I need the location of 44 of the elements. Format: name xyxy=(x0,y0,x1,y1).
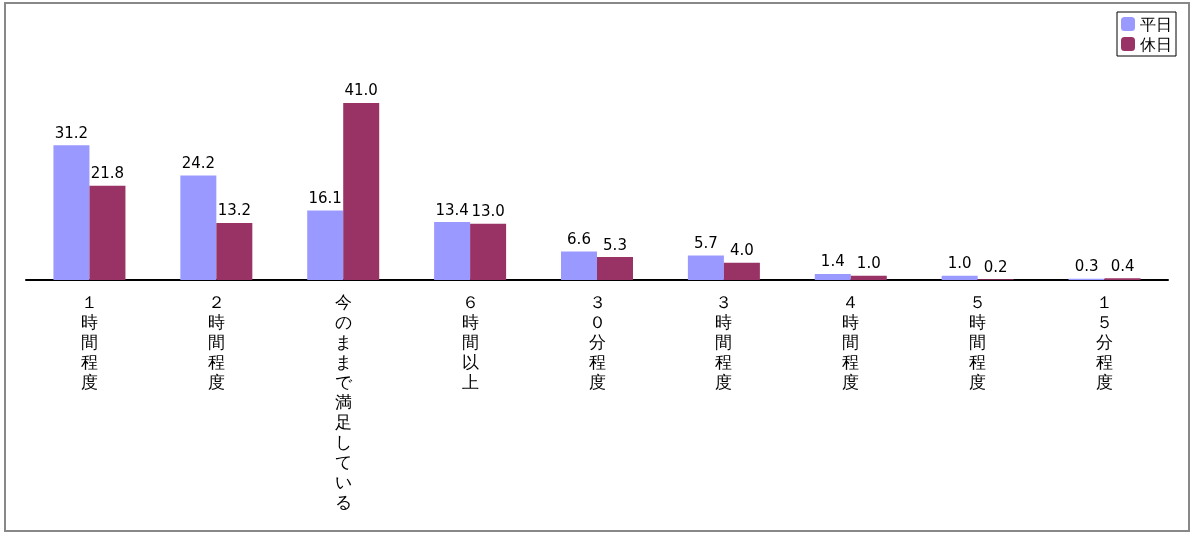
data-label: 4.0 xyxy=(729,241,754,260)
bar xyxy=(850,275,887,280)
bar xyxy=(687,255,724,280)
x-tick-label: ３０分程度 xyxy=(588,292,606,392)
data-label: 24.2 xyxy=(181,153,216,172)
data-label: 0.4 xyxy=(1110,256,1135,275)
category-label: 今のままで満足している xyxy=(334,292,352,512)
data-label: 5.3 xyxy=(603,235,627,254)
x-tick-label: ２時間程度 xyxy=(207,292,225,392)
x-tick-label: ３時間程度 xyxy=(715,292,733,392)
data-label: 0.3 xyxy=(1074,257,1099,276)
legend-label: 休日 xyxy=(1140,34,1172,54)
bar xyxy=(307,210,344,280)
data-label: 0.2 xyxy=(983,257,1008,276)
data-label: 1.0 xyxy=(947,254,972,273)
data-label: 13.0 xyxy=(471,202,505,221)
bar xyxy=(180,175,217,280)
bar xyxy=(561,251,597,280)
bar xyxy=(434,222,471,280)
data-label: 31.2 xyxy=(54,123,89,142)
x-tick-label: １時間程度 xyxy=(80,292,98,392)
bar xyxy=(89,185,126,280)
x-tick-label: ５時間程度 xyxy=(969,292,987,392)
data-label: 1.0 xyxy=(856,254,881,273)
x-tick-label: １５分程度 xyxy=(1096,292,1114,392)
data-label: 16.1 xyxy=(308,188,342,207)
bar xyxy=(216,222,253,280)
bar xyxy=(53,145,90,280)
data-label: 21.8 xyxy=(90,164,125,183)
data-label: 6.6 xyxy=(567,229,591,248)
bar xyxy=(814,273,851,280)
data-label: 41.0 xyxy=(344,81,378,100)
x-tick-label: ６時間以上 xyxy=(461,292,479,392)
bar xyxy=(941,275,978,280)
data-label: 5.7 xyxy=(693,233,718,252)
x-tick-label: ４時間程度 xyxy=(842,292,860,392)
bar xyxy=(597,257,633,280)
data-label: 1.4 xyxy=(820,252,845,271)
legend-label: 平日 xyxy=(1140,14,1172,34)
bar xyxy=(470,223,507,280)
bar xyxy=(723,262,760,280)
data-label: 13.2 xyxy=(217,201,252,220)
bar xyxy=(343,102,380,280)
data-label: 13.4 xyxy=(435,200,469,219)
